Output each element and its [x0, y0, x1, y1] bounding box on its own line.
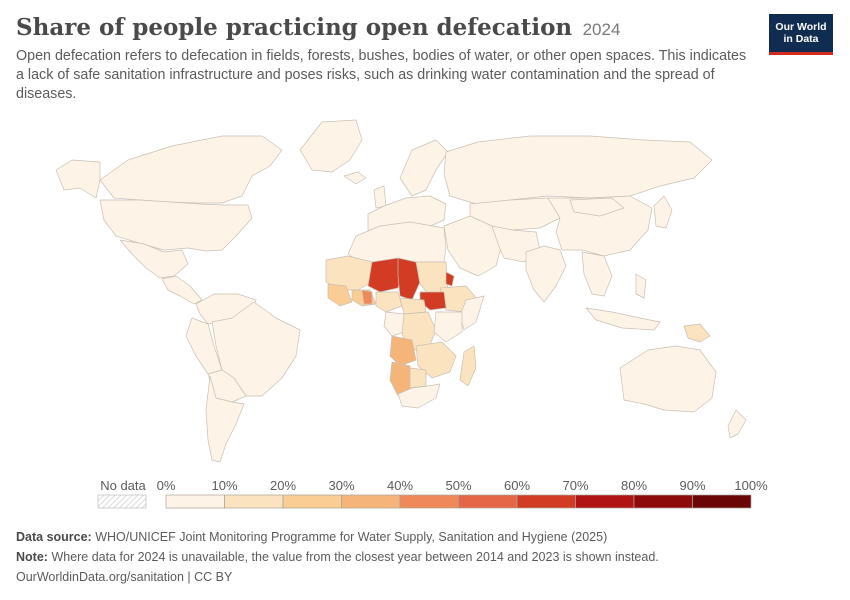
- legend-tick-9: 90%: [679, 478, 705, 493]
- footer-credit[interactable]: OurWorldinData.org/sanitation | CC BY: [16, 570, 233, 584]
- chart-year: 2024: [582, 20, 621, 39]
- legend-bin-2[interactable]: [282, 494, 342, 509]
- country-alaska[interactable]: [55, 159, 101, 199]
- chart-footer: Data source: WHO/UNICEF Joint Monitoring…: [16, 527, 659, 587]
- world-map[interactable]: [0, 110, 850, 475]
- chart-subtitle: Open defecation refers to defecation in …: [16, 48, 747, 102]
- legend-tick-3: 30%: [328, 478, 354, 493]
- country-zambia-mozambique[interactable]: [415, 341, 457, 379]
- country-scandinavia[interactable]: [399, 139, 449, 197]
- country-papua-new-guinea[interactable]: [683, 323, 711, 343]
- country-niger[interactable]: [367, 257, 403, 293]
- legend-tick-6: 60%: [504, 478, 530, 493]
- legend-bin-5[interactable]: [458, 494, 518, 509]
- country-madagascar[interactable]: [459, 345, 477, 387]
- country-nigeria[interactable]: [375, 291, 403, 313]
- country-usa[interactable]: [99, 199, 253, 252]
- chart-title: Share of people practicing open defecati…: [16, 14, 573, 41]
- note-label: Note:: [16, 550, 48, 564]
- legend-tick-4: 40%: [387, 478, 413, 493]
- source-label: Data source:: [16, 530, 92, 544]
- legend-tick-10: 100%: [734, 478, 768, 493]
- country-central-america[interactable]: [161, 275, 203, 305]
- legend-no-data-label: No data: [100, 478, 146, 493]
- country-philippines[interactable]: [635, 273, 647, 299]
- legend-bin-0[interactable]: [165, 494, 225, 509]
- country-iceland[interactable]: [343, 171, 367, 185]
- country-new-zealand[interactable]: [727, 409, 747, 439]
- country-mauritania-mali[interactable]: [325, 255, 373, 291]
- legend-bin-4[interactable]: [399, 494, 459, 509]
- country-canada[interactable]: [99, 135, 283, 204]
- map-legend: No data 0% 10% 20% 30% 40% 50% 60% 70% 80% 90% 100…: [97, 478, 768, 509]
- country-russia[interactable]: [443, 135, 713, 205]
- country-japan-korea[interactable]: [653, 195, 673, 229]
- country-west-africa-coast[interactable]: [327, 283, 353, 307]
- legend-tick-5: 50%: [445, 478, 471, 493]
- country-cameroon-gabon[interactable]: [383, 311, 405, 337]
- footer-source-line: Data source: WHO/UNICEF Joint Monitoring…: [16, 527, 659, 547]
- country-southeast-asia[interactable]: [581, 251, 613, 297]
- logo-line-2: in Data: [783, 33, 819, 45]
- country-indonesia[interactable]: [585, 307, 661, 331]
- legend-tick-1: 10%: [211, 478, 237, 493]
- legend-bin-9[interactable]: [692, 494, 752, 509]
- legend-bin-3[interactable]: [341, 494, 401, 509]
- country-mexico[interactable]: [119, 239, 189, 279]
- legend-bin-8[interactable]: [633, 494, 693, 509]
- logo-line-1: Our World: [775, 21, 827, 33]
- country-botswana[interactable]: [409, 367, 427, 389]
- legend-tick-2: 20%: [270, 478, 296, 493]
- legend-tick-0: 0%: [157, 478, 176, 493]
- country-benin-togo[interactable]: [361, 289, 373, 305]
- legend-bin-1[interactable]: [224, 494, 284, 509]
- country-greenland[interactable]: [299, 119, 363, 173]
- country-australia[interactable]: [619, 345, 717, 413]
- note-text: Where data for 2024 is unavailable, the …: [51, 550, 659, 564]
- country-north-africa[interactable]: [347, 221, 447, 263]
- title-line: Share of people practicing open defecati…: [16, 14, 756, 41]
- country-central-african-rep[interactable]: [399, 297, 427, 315]
- legend-tick-labels: 0% 10% 20% 30% 40% 50% 60% 70% 80% 90% 100%: [157, 478, 768, 493]
- legend-color-bins: [165, 494, 752, 509]
- owid-logo[interactable]: Our World in Data: [769, 14, 833, 55]
- legend-tick-8: 80%: [621, 478, 647, 493]
- country-south-africa[interactable]: [397, 383, 441, 409]
- country-uk[interactable]: [373, 185, 387, 209]
- legend-tick-7: 70%: [562, 478, 588, 493]
- country-argentina-chile[interactable]: [205, 375, 245, 463]
- legend-bin-6[interactable]: [516, 494, 576, 509]
- footer-note-line: Note: Where data for 2024 is unavailable…: [16, 547, 659, 567]
- chart-header: Share of people practicing open defecati…: [16, 14, 756, 104]
- legend-bin-7[interactable]: [575, 494, 635, 509]
- country-mongolia[interactable]: [569, 197, 625, 217]
- legend-no-data-swatch[interactable]: [97, 494, 147, 509]
- country-eritrea[interactable]: [445, 271, 455, 287]
- country-angola[interactable]: [389, 335, 417, 367]
- country-middle-east[interactable]: [443, 215, 503, 277]
- source-text: WHO/UNICEF Joint Monitoring Programme fo…: [95, 530, 608, 544]
- country-east-africa[interactable]: [433, 311, 463, 343]
- country-india[interactable]: [525, 245, 567, 303]
